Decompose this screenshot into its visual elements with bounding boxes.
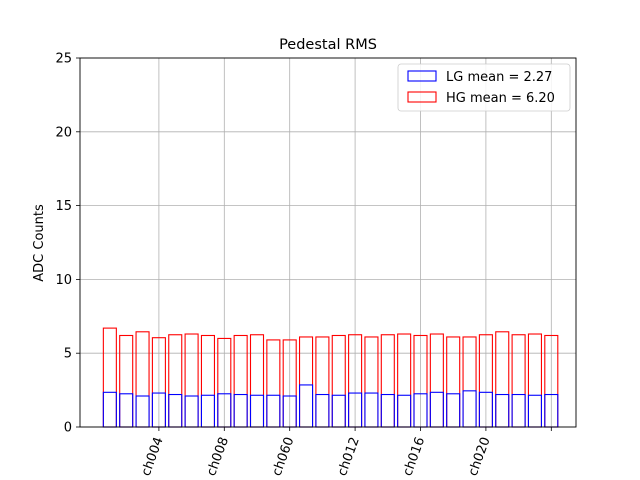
- x-tick-label: ch020: [466, 435, 494, 478]
- x-tick-label: ch008: [204, 435, 232, 478]
- hg-bar: [168, 334, 183, 428]
- hg-bar: [200, 334, 215, 428]
- y-tick-label: 25: [55, 52, 72, 67]
- grid: [80, 57, 576, 428]
- lg-bar: [102, 391, 117, 428]
- hg-bar: [527, 333, 543, 428]
- hg-bar: [102, 327, 117, 428]
- legend: LG mean = 2.27 HG mean = 6.20: [397, 63, 571, 112]
- hg-bar: [397, 333, 412, 428]
- hg-bar: [331, 334, 346, 428]
- hg-bar: [135, 331, 150, 428]
- y-tick-label: 10: [55, 273, 72, 288]
- hg-bar: [446, 336, 461, 428]
- y-tick-label: 5: [64, 347, 72, 362]
- hg-bar: [184, 333, 199, 428]
- lg-bar: [511, 393, 526, 428]
- lg-bar: [527, 394, 543, 428]
- y-tick-label: 15: [55, 199, 72, 214]
- hg-bar: [298, 336, 314, 428]
- lg-bar: [380, 393, 395, 428]
- hg-bar: [429, 333, 444, 428]
- lg-bar: [446, 393, 461, 428]
- hg-bar: [315, 336, 330, 428]
- y-tick-label: 0: [64, 421, 72, 436]
- hg-bar: [119, 334, 134, 428]
- y-axis-label: ADC Counts: [32, 204, 47, 282]
- x-tick-label: ch004: [139, 435, 167, 478]
- hg-bar: [364, 336, 379, 428]
- lg-bar: [462, 390, 477, 428]
- x-tick-label: ch060: [270, 435, 298, 478]
- hg-bar: [495, 331, 510, 428]
- lg-bar: [364, 392, 379, 428]
- hg-bar: [380, 334, 395, 428]
- lg-bar: [119, 393, 134, 428]
- lg-bar: [184, 395, 199, 428]
- lg-bar: [200, 394, 215, 428]
- plot-frame: [79, 57, 577, 428]
- hg-bar: [233, 334, 248, 428]
- lg-bar: [266, 394, 281, 428]
- legend-label: HG mean = 6.20: [446, 91, 555, 106]
- lg-bar: [495, 393, 510, 428]
- hg-bar: [462, 336, 477, 428]
- hg-bar: [511, 334, 526, 428]
- legend-label: LG mean = 2.27: [446, 70, 552, 85]
- x-tick-label: ch016: [400, 435, 428, 478]
- lg-bar: [298, 384, 314, 428]
- lg-bar: [331, 394, 346, 428]
- legend-swatch: [407, 91, 437, 103]
- lg-bar: [168, 393, 183, 428]
- lg-bar: [397, 394, 412, 428]
- lg-bar: [249, 394, 265, 428]
- y-tick-label: 20: [55, 125, 72, 140]
- bars: [102, 327, 559, 428]
- lg-bar: [233, 393, 248, 428]
- legend-box: [397, 63, 571, 112]
- hg-bar: [249, 334, 265, 428]
- legend-swatch: [407, 70, 437, 82]
- lg-bar: [135, 395, 150, 428]
- axes: 0 5 10 15 20 25 ch004 ch008 ch060 ch012 ch016 ch020: [55, 52, 552, 478]
- chart-title: Pedestal RMS: [279, 37, 377, 53]
- lg-bar: [315, 393, 330, 428]
- lg-bar: [429, 391, 444, 428]
- x-tick-label: ch012: [335, 435, 363, 478]
